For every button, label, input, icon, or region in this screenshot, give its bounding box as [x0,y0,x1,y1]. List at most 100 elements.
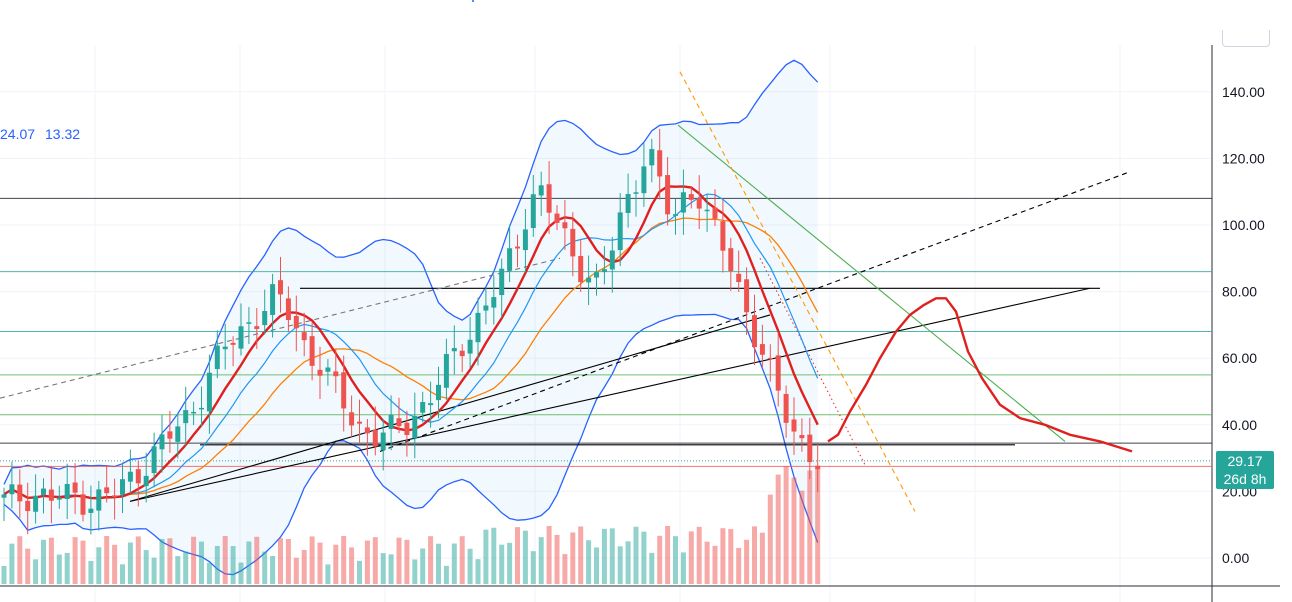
volume-bar [222,536,228,584]
volume-bar [680,552,686,584]
volume-bar [783,466,789,584]
volume-bar [815,467,821,584]
candle-body [775,355,781,391]
candle-body [680,192,686,213]
candle-body [759,344,765,355]
candle-body [601,269,607,273]
y-tick-label: 140.00 [1222,84,1265,100]
candle-body [728,248,734,272]
candle-body [404,422,410,436]
candle-body [752,315,757,348]
candle-body [436,384,441,401]
volume-bar [744,539,750,584]
candle-body [301,332,307,341]
volume-bar [96,547,102,584]
volume-bar [475,559,481,584]
candle-body [293,316,299,329]
volume-bar [17,536,23,584]
candle-body [135,469,141,484]
volume-bar [515,527,520,584]
candle-body [704,209,710,212]
volume-bar [364,540,370,584]
candle-body [499,268,505,296]
candle-body [688,194,694,200]
candle-body [206,372,212,412]
volume-bar [372,537,378,584]
volume-bar [112,544,118,584]
trendlines[interactable] [0,71,1131,512]
volume-bar [293,557,299,584]
volume-bar [459,536,465,584]
volume-bar [728,529,734,584]
volume-bar [657,535,663,584]
candle-body [696,197,702,209]
candle-body [744,279,750,313]
candle-body [633,192,639,194]
volume-bar [214,545,220,584]
candle-body [127,471,133,482]
candle-body [586,277,592,283]
volume-bar [301,549,307,584]
volume-bar [80,540,86,584]
volume-bar [759,532,765,584]
volume-bar [720,528,726,584]
volume-bar [704,541,710,584]
candle-body [530,194,536,229]
volume-bar [175,556,181,584]
indicator-dot [472,0,474,2]
volume-bar [380,553,386,584]
candle-body [9,484,15,495]
band-upper-line [3,59,819,485]
forecast-path[interactable] [827,297,1133,453]
y-tick-label: 0.00 [1222,550,1249,566]
volume-bar [586,540,592,584]
volume-bar [546,526,552,584]
candle-body [767,357,773,360]
candle-body [112,495,118,498]
candle-body [341,372,347,409]
volume-bar [467,548,473,584]
volume-bar [325,564,331,584]
volume-bar [570,532,576,584]
price-candles[interactable] [1,128,821,535]
volume-bar [483,529,489,584]
legend-value-lower: 13.32 [45,126,80,142]
candle-body [515,246,520,249]
volume-bar [673,536,678,584]
candle-body [720,221,726,251]
volume-bar [183,551,189,584]
volume-bar [388,554,394,584]
volume-bar [143,550,149,584]
band-fill [4,60,818,575]
volume-bar [633,526,639,584]
volume-bar [594,547,599,584]
candle-body [285,298,291,321]
candle-body [388,414,394,429]
candle-body [25,500,31,512]
candle-body [554,213,560,223]
volume-bar [285,539,291,584]
volume-bar [309,536,315,584]
volume-bar [341,536,347,584]
candle-body [475,312,481,343]
price-axis[interactable]: 140.00120.00100.0080.0060.0040.0020.000.… [1222,84,1265,566]
candle-body [617,212,623,251]
volume-bar [270,556,276,584]
candle-body [254,326,260,330]
volume-bar [538,537,544,584]
trendline [677,124,1066,442]
volume-bar [191,536,197,584]
volume-bar [736,547,742,584]
volume-bar [522,530,528,584]
candle-body [609,250,615,270]
last-price-label: 29.17 [1227,453,1263,469]
candle-body [483,305,489,311]
candle-body [151,446,157,474]
volume-bar [48,537,54,584]
candle-body [364,427,370,434]
settings-button[interactable] [1222,30,1270,47]
candle-body [96,489,102,511]
volume-bar [688,531,694,584]
volume-bar [33,559,39,584]
